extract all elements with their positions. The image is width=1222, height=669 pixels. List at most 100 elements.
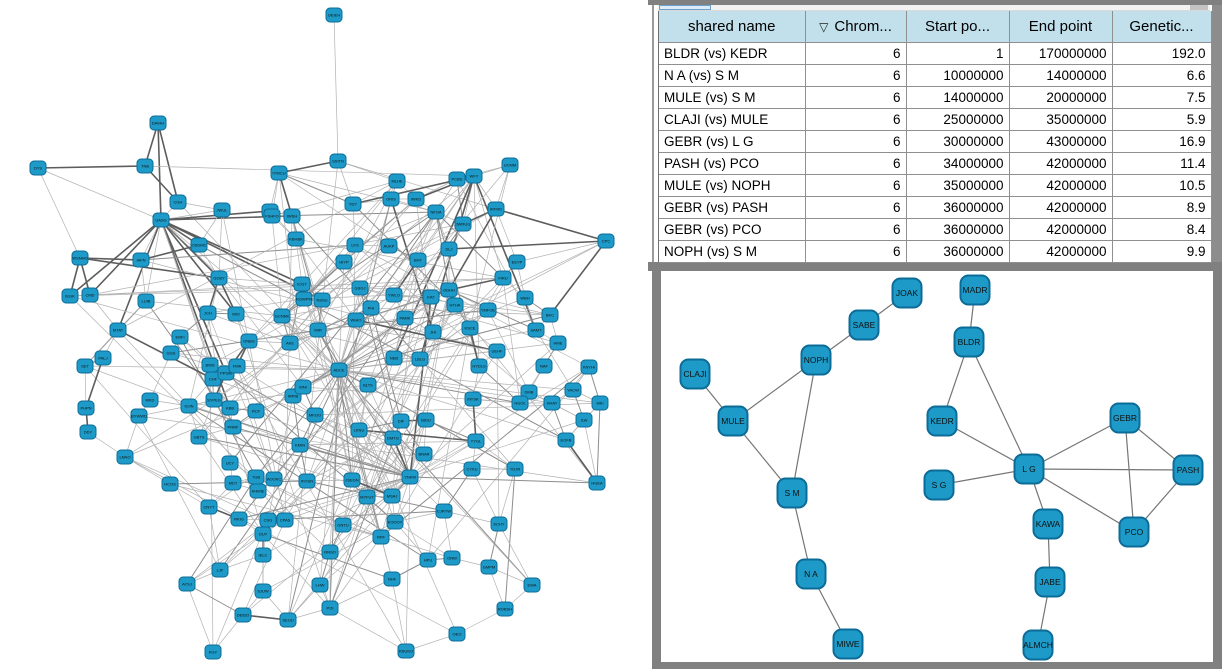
network-node[interactable]: EOFB <box>557 432 575 448</box>
network-edge[interactable] <box>409 419 585 478</box>
network-node[interactable]: MIWE <box>832 628 864 660</box>
main-network-canvas[interactable]: DAIHH DYS TNB CGH UASG WSNHO IAFN IEGK CMD LUIB OS… <box>0 0 648 669</box>
network-edge[interactable] <box>338 261 345 371</box>
cell-shared-name[interactable]: NOPH (vs) S M <box>659 240 806 263</box>
node-shape[interactable] <box>372 529 390 545</box>
network-node[interactable]: S G <box>923 469 955 501</box>
network-node[interactable]: KAT <box>422 289 440 305</box>
network-edge[interactable] <box>504 468 516 610</box>
node-shape[interactable] <box>1034 566 1066 598</box>
network-edge[interactable] <box>1028 468 1135 533</box>
node-shape[interactable] <box>230 511 248 527</box>
node-shape[interactable] <box>523 577 541 593</box>
network-edge[interactable] <box>391 578 407 652</box>
node-shape[interactable] <box>306 407 324 423</box>
node-shape[interactable] <box>224 475 242 491</box>
node-shape[interactable] <box>227 306 245 322</box>
network-node[interactable]: KEDR <box>926 405 958 437</box>
node-shape[interactable] <box>717 405 749 437</box>
network-edge[interactable] <box>278 172 304 388</box>
network-node[interactable]: LNNO <box>116 449 134 465</box>
network-node[interactable]: FIRU <box>494 270 512 286</box>
node-shape[interactable] <box>464 391 482 407</box>
cell-value[interactable]: 43000000 <box>1009 130 1113 153</box>
network-edge[interactable] <box>435 211 504 279</box>
node-shape[interactable] <box>204 644 222 660</box>
network-node[interactable]: YWLO <box>385 287 403 303</box>
node-shape[interactable] <box>321 600 339 616</box>
network-node[interactable]: KSCE <box>461 320 479 336</box>
cell-value[interactable]: 30000000 <box>906 130 1010 153</box>
node-shape[interactable] <box>137 293 155 309</box>
node-shape[interactable] <box>321 544 339 560</box>
network-edge[interactable] <box>140 244 356 261</box>
network-node[interactable]: SABE <box>848 309 880 341</box>
network-edge[interactable] <box>337 160 497 210</box>
network-node[interactable]: GBTS <box>190 429 208 445</box>
network-edge[interactable] <box>317 329 411 478</box>
cell-value[interactable]: 6 <box>805 64 907 87</box>
network-edge[interactable] <box>317 307 372 331</box>
cell-value[interactable]: 8.4 <box>1112 218 1212 241</box>
cell-value[interactable]: 6 <box>805 108 907 131</box>
network-edge[interactable] <box>278 160 339 174</box>
cell-value[interactable]: 16.9 <box>1112 130 1212 153</box>
network-edge[interactable] <box>271 215 283 317</box>
network-node[interactable]: S M <box>776 477 808 509</box>
network-node[interactable]: MYSK <box>464 391 482 407</box>
network-edge[interactable] <box>144 165 475 177</box>
node-shape[interactable] <box>1013 453 1045 485</box>
network-edge[interactable] <box>358 429 411 478</box>
node-shape[interactable] <box>358 489 376 505</box>
node-shape[interactable] <box>1032 508 1064 540</box>
network-node[interactable]: MADR <box>959 274 991 306</box>
network-edge[interactable] <box>366 419 427 498</box>
node-shape[interactable] <box>347 312 365 328</box>
network-edge[interactable] <box>495 208 607 242</box>
node-shape[interactable] <box>335 254 353 270</box>
network-node[interactable]: IRFRD <box>487 201 505 217</box>
node-shape[interactable] <box>79 424 97 440</box>
network-edge[interactable] <box>207 298 305 314</box>
network-edge[interactable] <box>393 175 475 359</box>
network-node[interactable]: EWA <box>523 577 541 593</box>
network-edge[interactable] <box>145 219 162 302</box>
network-edge[interactable] <box>299 444 411 478</box>
network-node[interactable]: SET <box>76 358 94 374</box>
node-shape[interactable] <box>480 559 498 575</box>
network-node[interactable]: HGEA <box>588 475 606 491</box>
network-node[interactable]: BWS <box>201 357 219 373</box>
node-shape[interactable] <box>350 422 368 438</box>
network-edge[interactable] <box>236 365 275 480</box>
network-node[interactable]: IBDU <box>417 412 435 428</box>
network-node[interactable]: LJF <box>211 562 229 578</box>
network-node[interactable]: YMFOE <box>479 302 497 318</box>
node-shape[interactable] <box>795 558 827 590</box>
table-row[interactable]: MULE (vs) S M 6 14000000 20000000 7.5 <box>659 86 1212 109</box>
cell-value[interactable]: 11.4 <box>1112 152 1212 175</box>
node-shape[interactable] <box>923 469 955 501</box>
network-node[interactable]: GCNNK <box>273 308 291 324</box>
node-shape[interactable] <box>448 171 466 187</box>
network-edge[interactable] <box>89 219 162 296</box>
network-edge[interactable] <box>370 307 402 422</box>
cell-value[interactable]: 42000000 <box>1009 218 1113 241</box>
network-node[interactable]: TUB <box>247 469 265 485</box>
network-edge[interactable] <box>393 294 551 316</box>
network-node[interactable]: SSITN <box>329 153 347 169</box>
node-shape[interactable] <box>543 395 561 411</box>
cell-value[interactable]: 42000000 <box>1009 174 1113 197</box>
network-edge[interactable] <box>366 358 421 498</box>
node-shape[interactable] <box>386 514 404 530</box>
cell-shared-name[interactable]: BLDR (vs) KEDR <box>659 42 806 65</box>
network-edge[interactable] <box>549 240 607 316</box>
network-edge[interactable] <box>317 329 353 481</box>
network-node[interactable]: L G <box>1013 453 1045 485</box>
node-shape[interactable] <box>109 322 127 338</box>
node-shape[interactable] <box>77 400 95 416</box>
network-node[interactable]: NSSU <box>313 292 331 308</box>
node-shape[interactable] <box>535 358 553 374</box>
network-node[interactable]: PAMK <box>396 310 414 326</box>
network-node[interactable]: IAFN <box>132 252 150 268</box>
node-shape[interactable] <box>496 601 514 617</box>
